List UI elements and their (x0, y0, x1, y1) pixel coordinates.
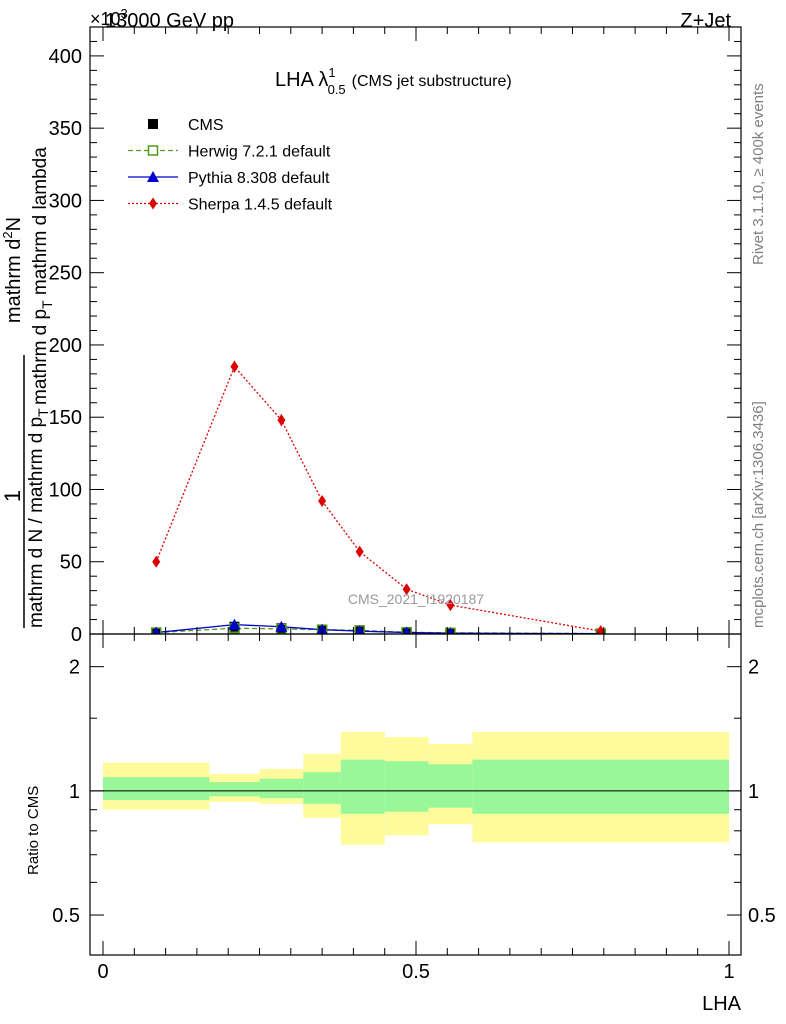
sherpa-point-6 (446, 599, 455, 612)
pythia-point-5 (402, 626, 411, 634)
inner-band-bin-3 (303, 772, 341, 804)
rivet-label: Rivet 3.1.10, ≥ 400k events (750, 83, 767, 265)
pythia-point-0 (152, 626, 161, 634)
inner-band-bin-1 (209, 782, 260, 797)
ratio-ytick-label-right-2: 2 (748, 657, 759, 679)
legend-entry-pythia: Pythia 8.308 default (128, 170, 330, 187)
y-axis-label-main: 1 mathrm d N / mathrm d pT mathrm d2N ma… (0, 147, 55, 628)
ratio-ytick-label-2: 2 (69, 657, 80, 679)
legend-label: Pythia 8.308 default (188, 170, 330, 187)
series-line-herwig (156, 627, 601, 634)
ratio-ytick-label-right-0: 0.5 (748, 905, 776, 927)
sherpa-point-2 (277, 414, 286, 427)
ratio-ylabel: Ratio to CMS (25, 786, 42, 875)
ylabel-one: 1 (0, 490, 25, 502)
legend-marker (148, 119, 158, 129)
inner-band-bin-7 (472, 759, 729, 814)
process-label: Z+Jet (680, 10, 731, 32)
pythia-point-1 (228, 618, 241, 630)
main-ytick-label-2: 100 (49, 479, 82, 501)
legend: CMS Herwig 7.2.1 default Pythia 8.308 defa… (128, 117, 333, 214)
main-y-axis: 0 50 100 150 200 250 300 350 400 (49, 26, 741, 646)
legend-entry-sherpa: Sherpa 1.4.5 default (128, 197, 333, 214)
sherpa-point-5 (402, 583, 411, 596)
pythia-point-2 (275, 620, 288, 632)
pythia-point-6 (446, 627, 455, 634)
sherpa-point-4 (355, 545, 364, 558)
legend-marker (147, 145, 159, 156)
main-ytick-label-7: 350 (49, 118, 82, 140)
ratio-bands (103, 731, 729, 845)
legend-entry-cms: CMS (148, 117, 224, 134)
main-ytick-label-6: 300 (49, 190, 82, 212)
xtick-label-0: 0 (97, 961, 108, 983)
mcplots-label: mcplots.cern.ch [arXiv:1306.3436] (750, 401, 767, 628)
ylabel-denominator: mathrm d N / mathrm d pT (26, 408, 51, 628)
sherpa-point-3 (318, 495, 327, 508)
ratio-y-axis: 0.5 0.5 1 1 2 2 (52, 657, 776, 927)
main-ytick-label-3: 150 (49, 407, 82, 429)
sherpa-point-1 (230, 360, 239, 373)
ylabel-numerator: mathrm d2N (0, 217, 25, 323)
main-ytick-label-4: 200 (49, 335, 82, 357)
legend-entry-herwig: Herwig 7.2.1 default (128, 144, 331, 161)
legend-label: Sherpa 1.4.5 default (188, 197, 333, 214)
main-ytick-label-5: 250 (49, 263, 82, 285)
legend-label: CMS (188, 117, 224, 134)
main-ytick-label-0: 0 (71, 624, 82, 646)
watermark: CMS_2021_I1920187 (348, 591, 484, 607)
legend-marker (147, 171, 159, 182)
main-ytick-label-8: 400 (49, 46, 82, 68)
inner-band-bin-2 (259, 778, 304, 799)
series-line-sherpa (155, 365, 601, 632)
ratio-ytick-label-1: 1 (69, 781, 80, 803)
inner-band-bin-5 (384, 761, 429, 812)
pythia-point-4 (354, 625, 365, 634)
xtick-label-1: 0.5 (402, 961, 430, 983)
sherpa-point-7 (596, 625, 605, 634)
xtick-label-2: 1 (723, 961, 734, 983)
ylabel-denominator-2: mathrm d pT mathrm d lambda (30, 147, 55, 405)
sherpa-point-0 (152, 555, 161, 568)
main-series (150, 360, 606, 634)
inner-band-bin-4 (340, 759, 385, 814)
x-axis: 0 0.5 1 (97, 27, 735, 983)
inner-band-bin-6 (428, 764, 473, 808)
y-multiplier: ×103 (90, 6, 128, 29)
plot-title: LHA λ1 0.5 (CMS jet substructure) (275, 65, 512, 97)
inner-band-bin-0 (103, 777, 210, 801)
ratio-ytick-label-0: 0.5 (52, 905, 80, 927)
main-ytick-label-1: 50 (60, 552, 82, 574)
legend-marker (149, 197, 157, 210)
ratio-ytick-label-right-1: 1 (748, 781, 759, 803)
series-line-pythia (156, 623, 601, 634)
energy-label: 13000 GeV pp (105, 10, 234, 32)
legend-label: Herwig 7.2.1 default (188, 144, 331, 161)
x-axis-label: LHA (702, 993, 742, 1015)
